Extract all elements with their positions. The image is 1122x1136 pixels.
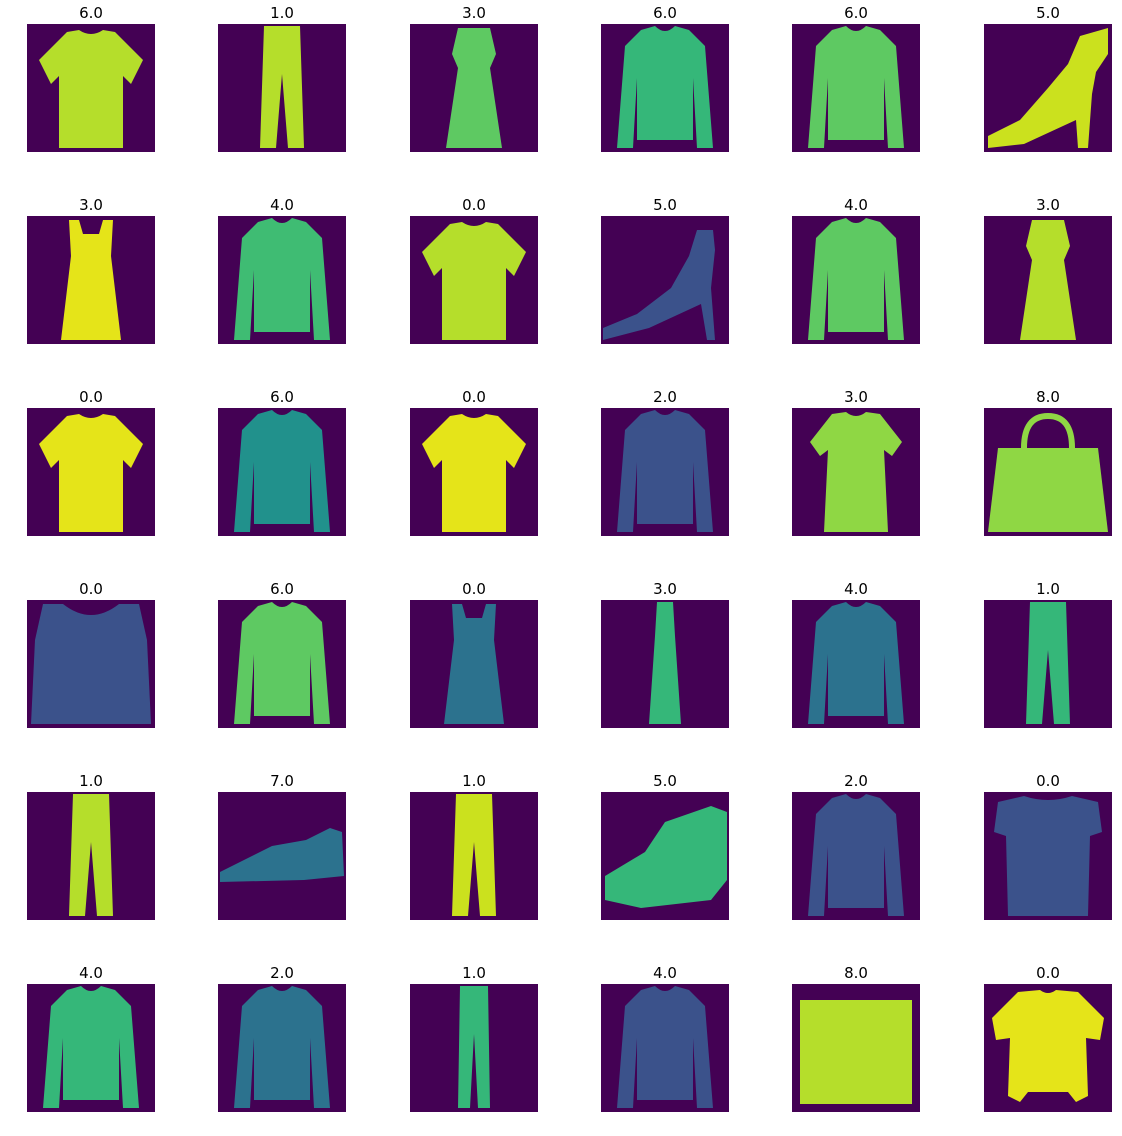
image-label: 4.0: [844, 196, 868, 214]
image-label: 3.0: [462, 4, 486, 22]
image-label: 2.0: [844, 772, 868, 790]
image-label: 6.0: [653, 4, 677, 22]
sandal-image: [601, 216, 729, 344]
trouser-image: [218, 24, 346, 152]
coat-image: [218, 216, 346, 344]
image-label: 5.0: [653, 772, 677, 790]
trouser-image: [410, 984, 538, 1112]
image-label: 0.0: [1036, 964, 1060, 982]
shirt-image: [218, 408, 346, 536]
image-label: 0.0: [462, 196, 486, 214]
image-label: 6.0: [270, 580, 294, 598]
image-label: 8.0: [1036, 388, 1060, 406]
image-label: 0.0: [79, 388, 103, 406]
sandal-image: [601, 792, 729, 920]
image-label: 0.0: [79, 580, 103, 598]
shirt-image: [27, 24, 155, 152]
image-label: 1.0: [462, 964, 486, 982]
dress-image: [984, 216, 1112, 344]
tshirt-image: [410, 600, 538, 728]
coat-image: [27, 984, 155, 1112]
tshirt-image: [27, 600, 155, 728]
image-label: 3.0: [79, 196, 103, 214]
dress-image: [601, 600, 729, 728]
image-label: 7.0: [270, 772, 294, 790]
image-label: 2.0: [653, 388, 677, 406]
image-label: 5.0: [653, 196, 677, 214]
image-label: 4.0: [270, 196, 294, 214]
dress-image: [27, 216, 155, 344]
image-label: 0.0: [462, 388, 486, 406]
image-label: 2.0: [270, 964, 294, 982]
image-label: 4.0: [844, 580, 868, 598]
image-label: 1.0: [1036, 580, 1060, 598]
image-label: 5.0: [1036, 4, 1060, 22]
pullover-image: [601, 408, 729, 536]
image-label: 0.0: [462, 580, 486, 598]
image-label: 3.0: [844, 388, 868, 406]
tshirt-image: [410, 216, 538, 344]
image-label: 8.0: [844, 964, 868, 982]
image-label: 1.0: [270, 4, 294, 22]
coat-image: [792, 216, 920, 344]
trouser-image: [984, 600, 1112, 728]
image-label: 3.0: [1036, 196, 1060, 214]
pullover-image: [792, 792, 920, 920]
coat-image: [792, 600, 920, 728]
dress-image: [410, 24, 538, 152]
image-label: 6.0: [844, 4, 868, 22]
tshirt-image: [984, 792, 1112, 920]
image-label: 0.0: [1036, 772, 1060, 790]
sandal-image: [984, 24, 1112, 152]
image-label: 4.0: [79, 964, 103, 982]
shirt-image: [601, 24, 729, 152]
bag-image: [792, 984, 920, 1112]
shirt-image: [792, 24, 920, 152]
image-label: 3.0: [653, 580, 677, 598]
dress-image: [792, 408, 920, 536]
tshirt-image: [27, 408, 155, 536]
coat-image: [601, 984, 729, 1112]
image-label: 6.0: [79, 4, 103, 22]
pullover-image: [218, 984, 346, 1112]
sneaker-image: [218, 792, 346, 920]
trouser-image: [27, 792, 155, 920]
image-label: 4.0: [653, 964, 677, 982]
trouser-image: [410, 792, 538, 920]
tshirt-image: [410, 408, 538, 536]
shirt-image: [218, 600, 346, 728]
tshirt-image: [984, 984, 1112, 1112]
image-label: 1.0: [79, 772, 103, 790]
image-label: 1.0: [462, 772, 486, 790]
bag-image: [984, 408, 1112, 536]
image-label: 6.0: [270, 388, 294, 406]
